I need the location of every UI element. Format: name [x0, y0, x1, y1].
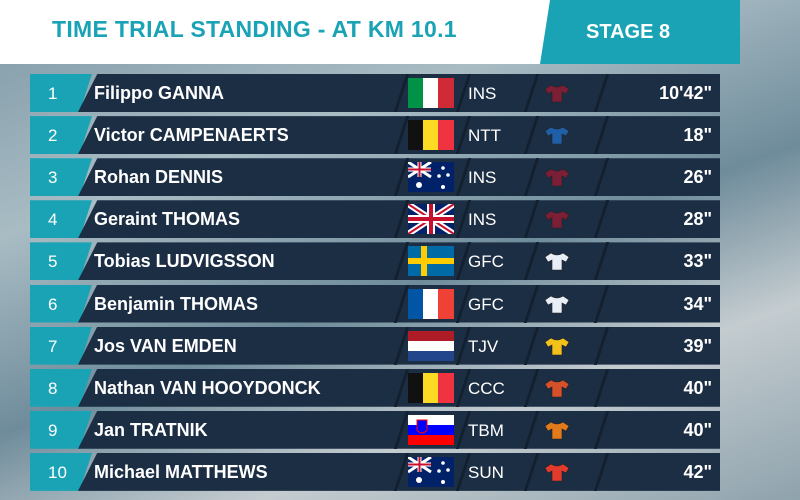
time-gap: 39" [683, 335, 712, 356]
time-gap: 18" [683, 125, 712, 146]
time-gap: 40" [683, 377, 712, 398]
jersey-image [544, 126, 570, 145]
jersey-icon [543, 462, 571, 487]
jersey-image [544, 337, 570, 355]
jersey-image [544, 84, 570, 103]
flag [408, 120, 454, 155]
standing-row: 10 Michael MATTHEWS SUN 42" [0, 452, 800, 492]
title-banner [0, 0, 560, 64]
flag-image [407, 160, 454, 193]
rider-name: Tobias LUDVIGSSON [94, 251, 275, 272]
standing-row: 8 Nathan VAN HOOYDONCK CCC 40" [0, 368, 800, 408]
rider-name: Geraint THOMAS [94, 209, 241, 230]
flag [406, 201, 456, 239]
rank: 8 [48, 378, 58, 398]
rank: 4 [48, 210, 58, 230]
flag [408, 414, 454, 450]
rank: 10 [48, 462, 67, 482]
rank: 7 [48, 336, 58, 356]
time-gap: 26" [683, 167, 712, 188]
team-code: SUN [468, 462, 504, 482]
team-code: CCC [468, 378, 505, 398]
rank: 3 [48, 168, 58, 188]
jersey-image [544, 295, 570, 313]
standing-row: 9 Jan TRATNIK TBM 40" [0, 410, 800, 450]
jersey-icon [543, 336, 571, 361]
rider-name: Victor CAMPENAERTS [94, 125, 289, 146]
jersey-icon [543, 167, 571, 192]
rider-name: Rohan DENNIS [94, 167, 224, 188]
flag-image [408, 372, 454, 403]
flag [407, 160, 454, 197]
rank: 9 [48, 420, 58, 440]
standing-row: 6 Benjamin THOMAS GFC 34" [0, 284, 800, 324]
rider-name: Filippo GANNA [94, 83, 224, 103]
flag-image [408, 414, 454, 445]
jersey-icon [543, 125, 571, 150]
team-code: GFC [468, 252, 504, 272]
standing-row: 2 Victor CAMPENAERTS NTT 18" [0, 116, 800, 155]
jersey-icon [543, 83, 571, 108]
rider-name: Michael MATTHEWS [94, 461, 268, 482]
jersey-image [544, 168, 570, 187]
jersey-image [544, 210, 570, 229]
jersey-icon [543, 294, 571, 319]
jersey-icon [543, 251, 571, 276]
standing-row: 1 Filippo GANNA INS 10'42" [0, 74, 800, 112]
time-gap: 40" [683, 419, 712, 440]
rider-name: Jan TRATNIK [94, 419, 208, 440]
standing-row: 5 Tobias LUDVIGSSON GFC 33" [0, 242, 800, 281]
jersey-icon [543, 209, 571, 234]
standing-row: 3 Rohan DENNIS INS 26" [0, 158, 800, 197]
flag-image [408, 246, 454, 277]
time-gap: 10'42" [659, 83, 712, 103]
standing-row: 4 Geraint THOMAS INS 28" [0, 200, 800, 239]
team-code: TBM [468, 420, 504, 440]
team-code: NTT [468, 126, 502, 146]
rank: 2 [48, 126, 58, 146]
flag [408, 78, 454, 113]
jersey-icon [543, 420, 571, 445]
flag-image [408, 78, 454, 108]
rank: 1 [48, 84, 58, 103]
time-gap: 34" [683, 293, 712, 314]
rider-name: Jos VAN EMDEN [94, 335, 237, 356]
flag-image [407, 455, 454, 487]
flag [408, 246, 454, 281]
flag-image [408, 330, 454, 361]
flag [408, 288, 454, 324]
standing-row: 7 Jos VAN EMDEN TJV 39" [0, 326, 800, 366]
team-code: INS [468, 210, 497, 230]
jersey-image [544, 463, 570, 482]
flag-image [406, 201, 456, 237]
rider-name: Nathan VAN HOOYDONCK [94, 377, 321, 398]
flag [407, 455, 454, 492]
jersey-image [544, 379, 570, 397]
title: TIME TRIAL STANDING - AT KM 10.1 [52, 16, 457, 42]
jersey-image [544, 253, 570, 271]
rank: 6 [48, 294, 58, 314]
stage-banner [540, 0, 740, 64]
jersey-icon [543, 378, 571, 403]
stage-label: STAGE 8 [586, 21, 671, 43]
time-gap: 33" [683, 251, 712, 272]
flag-image [408, 120, 454, 151]
team-code: INS [468, 168, 497, 188]
time-gap: 42" [683, 461, 712, 482]
flag [408, 330, 454, 366]
team-code: INS [468, 84, 497, 103]
time-gap: 28" [683, 209, 712, 230]
flag-image [408, 288, 454, 319]
team-code: TJV [468, 336, 499, 356]
jersey-image [544, 421, 570, 440]
rank: 5 [48, 252, 58, 272]
rider-name: Benjamin THOMAS [94, 293, 259, 314]
team-code: GFC [468, 294, 504, 314]
flag [408, 372, 454, 408]
